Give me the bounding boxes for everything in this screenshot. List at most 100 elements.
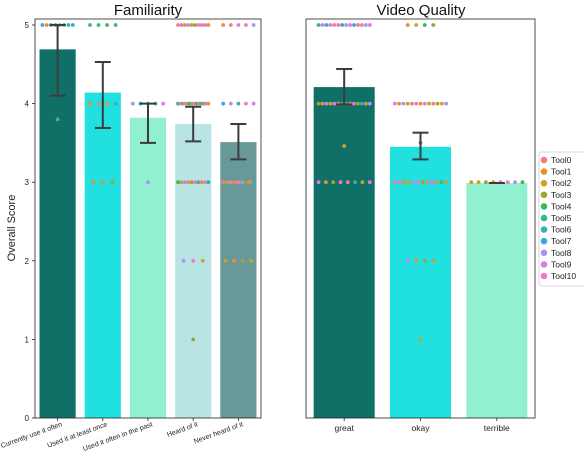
data-point (182, 180, 187, 185)
data-point (244, 23, 248, 27)
familiarity-title: Familiarity (114, 2, 183, 19)
data-point (352, 23, 356, 27)
data-point (338, 180, 343, 185)
data-point (223, 258, 228, 263)
data-point (236, 23, 241, 27)
data-point (342, 144, 347, 148)
data-point (176, 23, 180, 27)
data-point (352, 101, 356, 106)
bar (313, 87, 375, 418)
data-point (444, 101, 449, 106)
data-point (221, 180, 226, 185)
data-point (316, 101, 321, 106)
video-quality-bars (313, 87, 528, 418)
y-tick-label: 3 (25, 178, 30, 187)
data-point (418, 101, 423, 106)
data-point (206, 23, 211, 27)
data-point (44, 23, 49, 27)
bar (129, 117, 167, 418)
data-point (88, 23, 92, 27)
data-point (249, 258, 254, 263)
data-point (105, 23, 109, 27)
data-point (427, 101, 431, 106)
data-point (431, 258, 436, 263)
y-tick-label: 0 (25, 414, 30, 423)
data-point (505, 180, 510, 185)
video-quality-title: Video Quality (377, 2, 466, 19)
data-point (353, 180, 358, 185)
data-point (320, 101, 325, 106)
data-point (96, 23, 101, 27)
legend-label: Tool0 (551, 155, 572, 165)
familiarity-y-ticks: 0 1 2 3 4 5 (25, 21, 35, 423)
data-point (189, 180, 194, 185)
data-point (320, 23, 325, 27)
data-point (420, 180, 425, 185)
data-point (513, 180, 518, 185)
data-point (356, 101, 360, 106)
legend-label: Tool8 (551, 248, 572, 258)
data-point (186, 23, 191, 27)
data-point (410, 101, 414, 106)
data-point (146, 180, 150, 185)
data-point (96, 101, 101, 106)
data-point (414, 101, 419, 106)
legend-marker (540, 203, 548, 210)
data-point (191, 337, 196, 342)
video-quality-error-bars (336, 68, 505, 184)
data-point (206, 180, 211, 185)
legend-label: Tool3 (551, 190, 572, 200)
x-tick-label: terrible (484, 423, 510, 433)
data-point (367, 23, 372, 27)
legend-label: Tool2 (551, 178, 572, 188)
data-point (360, 180, 365, 185)
bar (389, 146, 452, 418)
data-point (113, 101, 118, 106)
data-point (181, 258, 186, 263)
legend-label: Tool6 (551, 225, 572, 235)
legend-label: Tool4 (551, 201, 572, 211)
data-point (228, 180, 233, 185)
data-point (182, 23, 187, 27)
data-point (348, 23, 352, 27)
data-point (240, 180, 245, 185)
data-point (367, 180, 372, 185)
data-point (196, 180, 201, 185)
data-point (431, 101, 436, 106)
data-point (520, 180, 525, 185)
bar (220, 142, 257, 419)
data-point (179, 180, 184, 185)
data-point (316, 23, 321, 27)
x-tick-label: Never heard of it (193, 421, 244, 445)
data-point (435, 101, 440, 106)
data-point (232, 258, 237, 263)
data-point (360, 101, 364, 106)
bar (39, 49, 76, 419)
data-point (402, 180, 407, 185)
y-tick-label: 2 (25, 257, 30, 266)
data-point (328, 23, 333, 27)
data-point (225, 180, 229, 185)
data-point (203, 23, 207, 27)
data-point (363, 101, 368, 106)
data-point (186, 180, 191, 185)
data-point (203, 180, 207, 185)
data-point (247, 180, 252, 185)
legend-marker (540, 237, 548, 245)
data-point (344, 23, 349, 27)
data-point (176, 180, 180, 185)
data-point (105, 101, 109, 106)
data-point (367, 101, 372, 106)
data-point (332, 23, 337, 27)
data-point (414, 23, 419, 27)
data-point (340, 23, 345, 27)
legend-marker (540, 214, 548, 222)
bar (84, 92, 121, 418)
data-point (405, 258, 410, 263)
legend-marker (540, 156, 548, 164)
data-point (240, 258, 245, 263)
legend-label: Tool9 (551, 259, 572, 269)
data-point (179, 23, 184, 27)
